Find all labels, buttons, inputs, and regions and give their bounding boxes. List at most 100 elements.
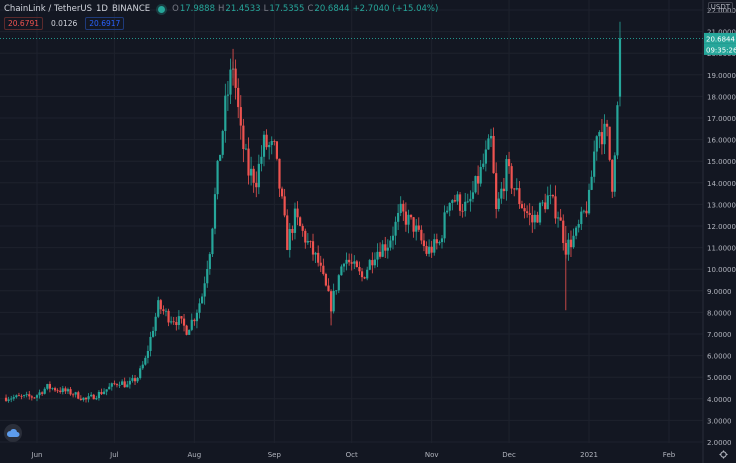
candle-body (611, 159, 614, 192)
candle-body (461, 210, 464, 212)
candle-body (562, 220, 565, 243)
candle-body (185, 325, 188, 335)
open-value: O17.9888 (172, 4, 215, 14)
candle-body (299, 217, 302, 226)
candle-body (208, 254, 211, 269)
candle-body (399, 203, 402, 213)
candle-body (182, 318, 186, 326)
candle-body (340, 266, 343, 276)
price-tick-label: 3.0000 (707, 417, 732, 425)
timeframe-label[interactable]: 1D (96, 4, 108, 14)
candle-body (77, 392, 80, 399)
candle-body (448, 202, 451, 211)
candle-body (139, 368, 142, 378)
candle-body (4, 397, 8, 401)
candle-body (118, 384, 121, 386)
candle-body (337, 275, 340, 291)
candle-body (177, 316, 180, 326)
candle-body (41, 392, 44, 394)
candle-body (30, 396, 33, 398)
candle-body (554, 196, 557, 219)
candle-body (477, 176, 480, 184)
candle-body (458, 194, 462, 211)
time-tick-label: Dec (502, 451, 516, 459)
change-value: +2.7040 (+15.04%) (352, 4, 439, 14)
market-status-icon (158, 5, 166, 13)
candle-body (211, 228, 214, 255)
candle-body (128, 380, 131, 385)
candle-body (582, 210, 585, 212)
price-tick-label: 8.0000 (707, 309, 732, 317)
candle-body (559, 217, 562, 221)
candle-body (327, 285, 330, 292)
price-tick-label: 19.0000 (707, 72, 736, 80)
candle-body (133, 378, 137, 382)
candle-body (451, 200, 454, 203)
candle-body (613, 155, 616, 192)
candle-body (193, 319, 196, 322)
candle-body (247, 148, 250, 176)
candle-body (569, 239, 573, 248)
candle-body (608, 126, 611, 160)
low-value: L17.5355 (263, 4, 305, 14)
candle-body (190, 319, 193, 330)
symbol-title[interactable]: ChainLink / TetherUS (4, 4, 92, 14)
candle-body (533, 214, 536, 223)
candle-body (404, 211, 407, 225)
candle-body (495, 173, 498, 209)
candle-body (23, 395, 26, 396)
candle-body (280, 188, 284, 197)
last-price-text: 20.6844 (706, 35, 735, 43)
price-tick-label: 16.0000 (707, 137, 736, 145)
gear-icon[interactable] (719, 450, 728, 459)
candle-body (260, 156, 263, 164)
candle-body (427, 246, 431, 254)
candle-body (188, 329, 191, 335)
candle-body (376, 251, 379, 260)
candle-body (66, 389, 70, 392)
candle-body (216, 160, 219, 195)
candle-body (371, 260, 374, 266)
high-value: H21.4533 (218, 4, 261, 14)
price-tick-label: 5.0000 (707, 374, 732, 382)
candle-body (345, 259, 348, 264)
candle-body (242, 125, 245, 150)
price-axis[interactable]: 2.0000 3.0000 4.0000 5.0000 6.0000 7.0000 8.00… (702, 0, 736, 463)
grid-lines (0, 0, 703, 443)
candle-body (456, 194, 459, 202)
candle-body (172, 321, 175, 323)
candle-body (56, 390, 59, 392)
candle-body (10, 398, 13, 400)
countdown-text: 09:35:26 (706, 46, 736, 54)
indicator-value-3[interactable]: 20.6917 (85, 17, 125, 30)
indicator-value-1[interactable]: 20.6791 (4, 17, 44, 30)
price-tick-label: 10.0000 (707, 266, 736, 274)
candle-body (144, 357, 147, 365)
candle-body (386, 247, 389, 251)
candle-body (221, 131, 224, 155)
candle-body (100, 391, 103, 395)
currency-badge[interactable]: USDT (707, 2, 733, 13)
time-tick-label: Jun (31, 451, 43, 459)
candle-body (407, 214, 410, 225)
candle-body (283, 196, 286, 216)
candle-body (363, 277, 366, 279)
candle-body (35, 395, 39, 398)
chart-legend: ChainLink / TetherUS 1D BINANCE O17.9888… (4, 3, 438, 15)
time-axis[interactable]: Jun Jul Aug Sep Oct Nov Dec 2021 Feb (31, 451, 676, 459)
candle-body (342, 263, 346, 267)
price-tick-label: 9.0000 (707, 288, 732, 296)
candle-body (513, 188, 516, 190)
candle-body (319, 262, 322, 266)
candle-body (136, 377, 139, 382)
candle-body (353, 261, 356, 264)
indicator-value-2[interactable]: 0.0126 (51, 19, 78, 28)
candle-body (520, 204, 524, 209)
cloud-logo-icon[interactable] (4, 424, 22, 442)
candle-body (102, 391, 106, 395)
candle-body (409, 214, 413, 218)
price-tick-label: 7.0000 (707, 331, 732, 339)
candle-body (121, 381, 124, 385)
candle-body (61, 388, 64, 392)
